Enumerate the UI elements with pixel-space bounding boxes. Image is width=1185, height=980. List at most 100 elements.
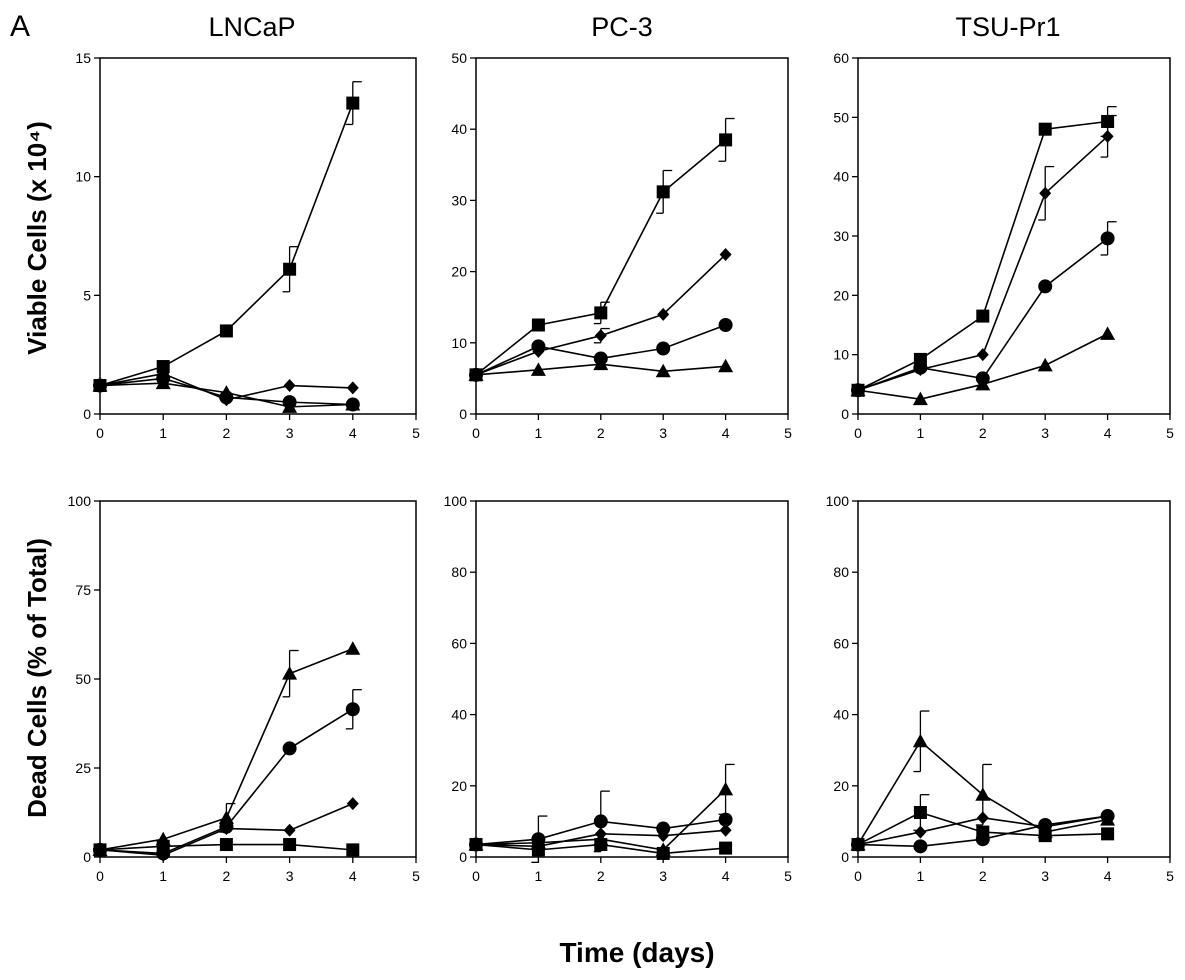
x-tick-label: 2	[597, 425, 605, 441]
data-point-diamond	[914, 825, 927, 839]
data-point-diamond	[594, 329, 607, 343]
data-point-diamond	[719, 248, 732, 262]
y-tick-label: 20	[451, 264, 467, 280]
data-point-diamond	[283, 379, 296, 393]
x-tick-label: 0	[854, 868, 862, 884]
data-point-triangle	[530, 362, 546, 376]
data-point-circle	[656, 821, 671, 836]
y-tick-label: 60	[833, 635, 849, 651]
data-point-diamond	[220, 822, 233, 836]
data-point-square	[156, 839, 170, 853]
x-tick-label: 3	[659, 868, 667, 884]
x-tick-label: 1	[159, 425, 167, 441]
data-point-square	[346, 843, 360, 857]
x-tick-label: 2	[979, 425, 987, 441]
x-tick-label: 2	[223, 868, 231, 884]
data-point-circle	[851, 837, 865, 852]
panel-letter: A	[10, 10, 30, 43]
y-tick-label: 50	[451, 50, 467, 66]
x-tick-label: 2	[223, 425, 231, 441]
y-tick-label: 0	[83, 406, 91, 422]
x-tick-label: 0	[472, 425, 480, 441]
data-point-circle	[718, 318, 733, 332]
data-point-triangle	[282, 666, 298, 680]
y-tick-label: 100	[826, 493, 850, 509]
data-point-diamond	[346, 797, 359, 811]
plot-frame	[99, 57, 417, 415]
data-point-triangle	[218, 385, 234, 399]
data-point-square	[594, 838, 608, 852]
x-tick-label: 3	[1041, 425, 1049, 441]
data-point-square	[1038, 122, 1052, 136]
data-point-circle	[1038, 279, 1053, 294]
data-point-diamond	[346, 381, 359, 395]
data-point-circle	[531, 339, 546, 354]
data-point-square	[1101, 827, 1115, 841]
data-point-triangle	[282, 399, 298, 413]
y-tick-label: 0	[841, 406, 849, 422]
data-point-square	[531, 318, 545, 332]
column-title-pc3: PC-3	[591, 12, 653, 42]
x-tick-label: 4	[1104, 868, 1112, 884]
x-tick-label: 1	[159, 868, 167, 884]
x-tick-label: 3	[659, 425, 667, 441]
y-tick-label: 50	[75, 671, 91, 687]
data-point-diamond	[976, 811, 989, 825]
plot-frame	[857, 57, 1171, 415]
y-tick-label: 40	[833, 707, 849, 723]
data-point-circle	[1038, 817, 1053, 832]
data-point-square	[346, 96, 360, 110]
data-point-circle	[913, 360, 928, 375]
x-tick-label: 2	[979, 868, 987, 884]
series-line-square	[99, 102, 354, 387]
data-point-square	[913, 806, 927, 819]
data-point-diamond	[657, 307, 670, 321]
y-tick-label: 80	[833, 564, 849, 580]
x-tick-label: 3	[286, 868, 294, 884]
y-tick-label: 30	[451, 192, 467, 208]
data-point-triangle	[1100, 326, 1116, 340]
data-point-triangle	[718, 358, 734, 373]
x-tick-label: 1	[535, 425, 543, 441]
y-tick-label: 10	[75, 169, 91, 185]
x-axis-title: Time (days)	[559, 937, 714, 968]
data-point-triangle	[218, 810, 234, 824]
data-point-square	[656, 185, 670, 199]
x-tick-label: 0	[96, 868, 104, 884]
data-point-square	[283, 262, 297, 276]
data-point-square	[719, 133, 733, 147]
data-point-diamond	[719, 823, 732, 837]
data-point-square	[156, 360, 170, 374]
data-point-circle	[282, 741, 297, 756]
data-point-circle	[1100, 231, 1115, 246]
x-tick-label: 4	[1104, 425, 1112, 441]
data-point-circle	[345, 702, 360, 717]
data-point-diamond	[1101, 129, 1114, 143]
x-tick-label: 1	[535, 868, 543, 884]
data-point-square	[531, 843, 545, 857]
y-tick-label: 0	[459, 849, 467, 865]
data-point-square	[283, 838, 297, 852]
x-tick-label: 0	[854, 425, 862, 441]
x-tick-label: 5	[1166, 868, 1174, 884]
data-point-square	[976, 309, 990, 323]
x-tick-label: 4	[349, 425, 357, 441]
y-tick-label: 25	[75, 760, 91, 776]
data-point-square	[219, 324, 233, 338]
data-point-square	[469, 838, 483, 852]
y-tick-label: 50	[833, 109, 849, 125]
y-tick-label: 20	[833, 778, 849, 794]
x-tick-label: 2	[597, 868, 605, 884]
data-point-triangle	[1037, 357, 1053, 372]
y-tick-label: 20	[833, 287, 849, 303]
data-point-diamond	[283, 823, 296, 837]
row-label-viable-cells: Viable Cells (x 10⁴)	[22, 121, 52, 355]
y-tick-label: 10	[833, 347, 849, 363]
y-tick-label: 80	[451, 564, 467, 580]
x-tick-label: 4	[722, 868, 730, 884]
x-tick-label: 1	[917, 425, 925, 441]
y-tick-label: 20	[451, 778, 467, 794]
data-point-diamond	[1039, 186, 1052, 200]
